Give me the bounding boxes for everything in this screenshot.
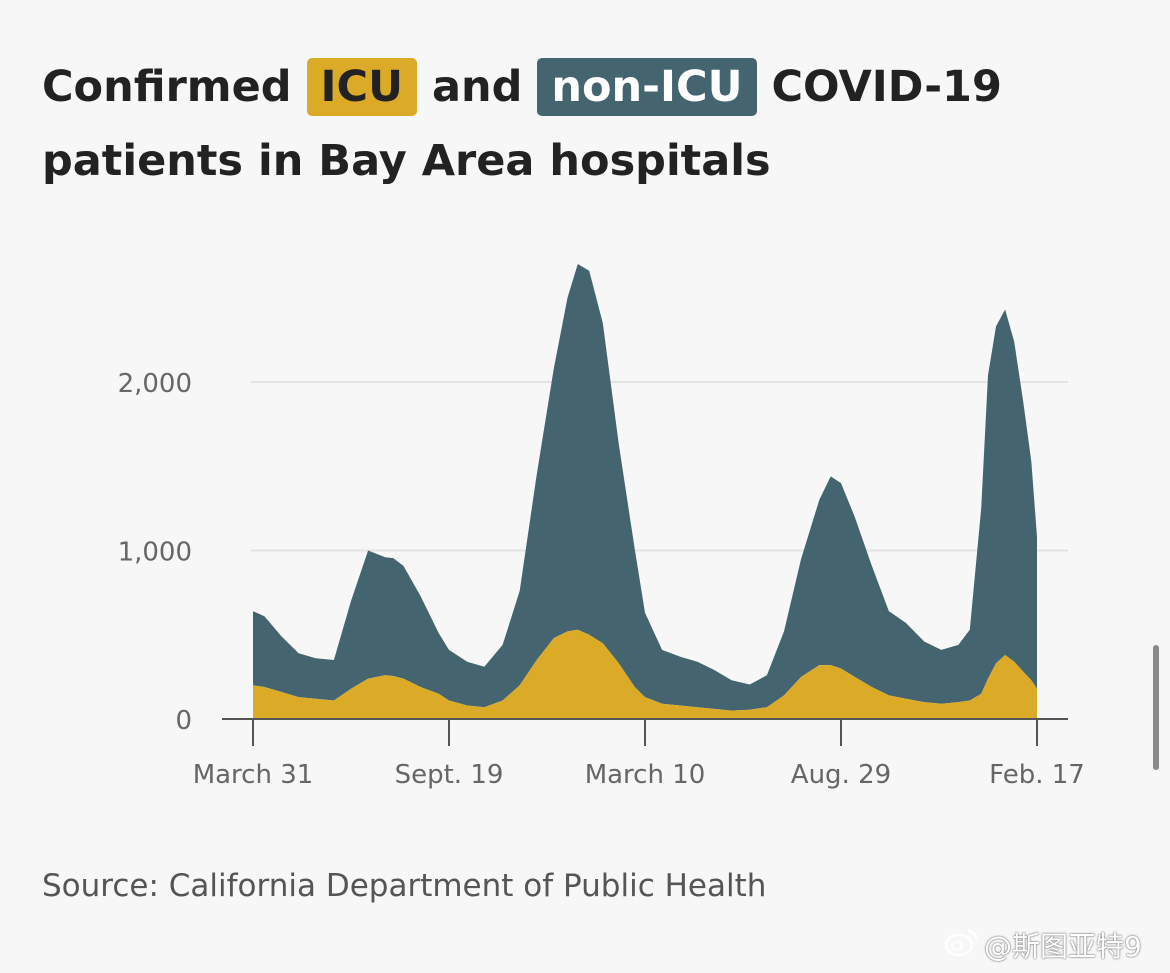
series-area-non-icu [253, 264, 1037, 711]
non-icu-legend-chip: non-ICU [537, 58, 757, 116]
icu-legend-chip: ICU [306, 58, 418, 116]
title-part-1: Confirmed [42, 62, 292, 112]
axes: 0 1,000 2,000 March 31 Sept. 19 March 10 Aug. … [118, 369, 1085, 790]
areas [253, 264, 1037, 719]
x-tick-label: Sept. 19 [395, 760, 504, 790]
title-line-2: patients in Bay Area hospitals [42, 136, 771, 186]
title-part-3: COVID-19 [771, 62, 1002, 112]
gridlines [251, 381, 1068, 552]
y-tick-label: 1,000 [118, 538, 192, 568]
x-tick-label: March 10 [585, 760, 706, 790]
watermark-text: @斯图亚特9 [984, 930, 1142, 963]
chart-title: Confirmed ICU and non-ICU COVID-19 patie… [42, 50, 1122, 198]
vertical-scrollbar[interactable] [1153, 645, 1159, 770]
series-area-icu [253, 629, 1037, 719]
x-tick-label: Aug. 29 [791, 760, 891, 790]
weibo-icon [944, 927, 978, 964]
y-tick-label: 2,000 [118, 369, 192, 399]
title-part-2: and [432, 62, 523, 112]
watermark: @斯图亚特9 [944, 927, 1142, 964]
x-tick-label: March 31 [193, 760, 314, 790]
x-tick-label: Feb. 17 [989, 760, 1085, 790]
y-tick-label: 0 [175, 706, 192, 736]
source-note: Source: California Department of Public … [42, 868, 767, 904]
